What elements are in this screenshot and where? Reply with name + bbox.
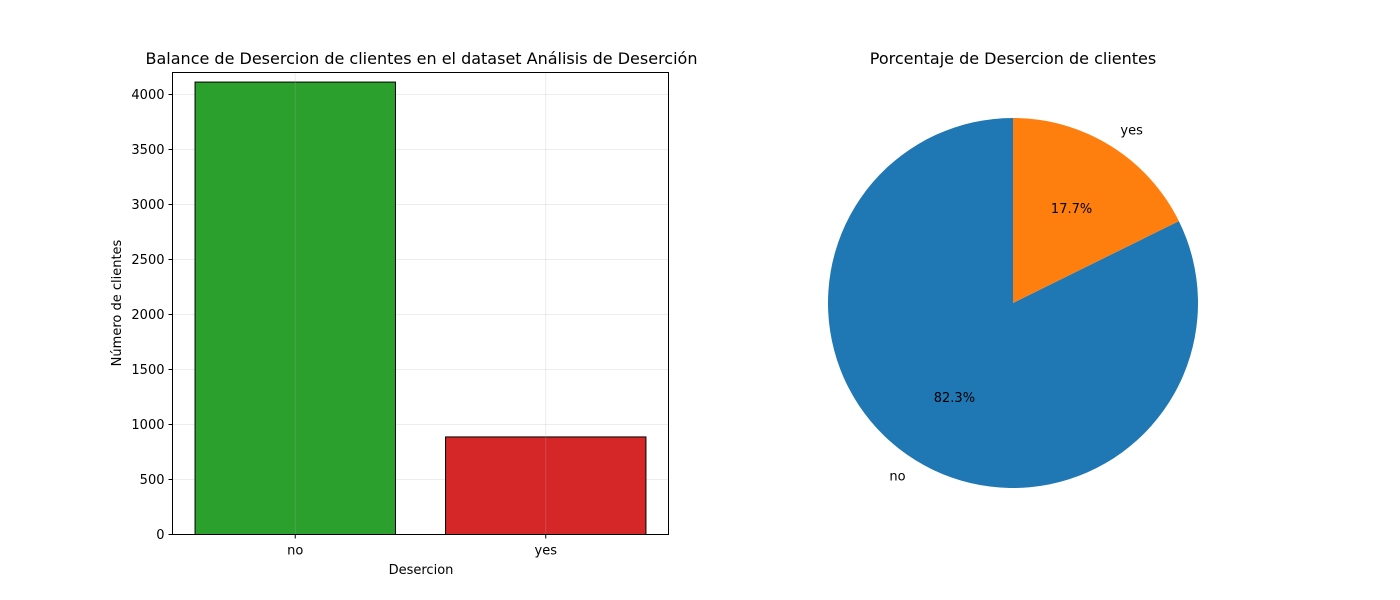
pie-pct-no: 82.3%: [934, 391, 975, 406]
pie-label-no: no: [889, 469, 905, 484]
bar-y-tick-label: 2500: [131, 253, 164, 268]
bar-y-axis: 0 500 1000 1500 2000 2500 3000 3500 4000: [131, 88, 173, 543]
pie-label-yes: yes: [1120, 124, 1143, 139]
pie-slice-yes: [1013, 118, 1179, 303]
bar-y-tick-label: 500: [140, 473, 165, 488]
bar-y-tick-label: 1500: [131, 363, 164, 378]
bar-y-axis-label: Número de clientes: [110, 239, 125, 366]
bar-series: [194, 81, 647, 535]
bar-chart-title: Balance de Desercion de clientes en el d…: [146, 49, 698, 68]
bar-y-tick-label: 4000: [131, 88, 164, 103]
pie-chart-title: Porcentaje de Desercion de clientes: [870, 49, 1156, 68]
pie-slices: [827, 118, 1198, 489]
bar-y-tick-label: 0: [156, 528, 164, 543]
bar-y-tick-label: 2000: [131, 308, 164, 323]
bar-x-axis: no yes: [287, 534, 558, 559]
bar-y-tick-label: 1000: [131, 418, 164, 433]
pie-labels: no 82.3% yes 17.7%: [889, 124, 1143, 485]
pie-chart: Porcentaje de Desercion de clientes no 82…: [827, 49, 1198, 489]
pie-pct-yes: 17.7%: [1051, 202, 1092, 217]
bar-chart: Balance de Desercion de clientes en el d…: [110, 49, 697, 578]
bar-plot-frame: [172, 72, 669, 535]
bar-x-tick-label: yes: [535, 544, 558, 559]
bar-x-tick-label: no: [287, 544, 303, 559]
pie-slice-no: [827, 118, 1198, 489]
bar-no: [194, 81, 396, 535]
bar-x-axis-label: Desercion: [389, 563, 454, 578]
bar-grid-vertical: [294, 72, 547, 535]
bar-y-tick-label: 3000: [131, 198, 164, 213]
bar-y-tick-label: 3500: [131, 143, 164, 158]
